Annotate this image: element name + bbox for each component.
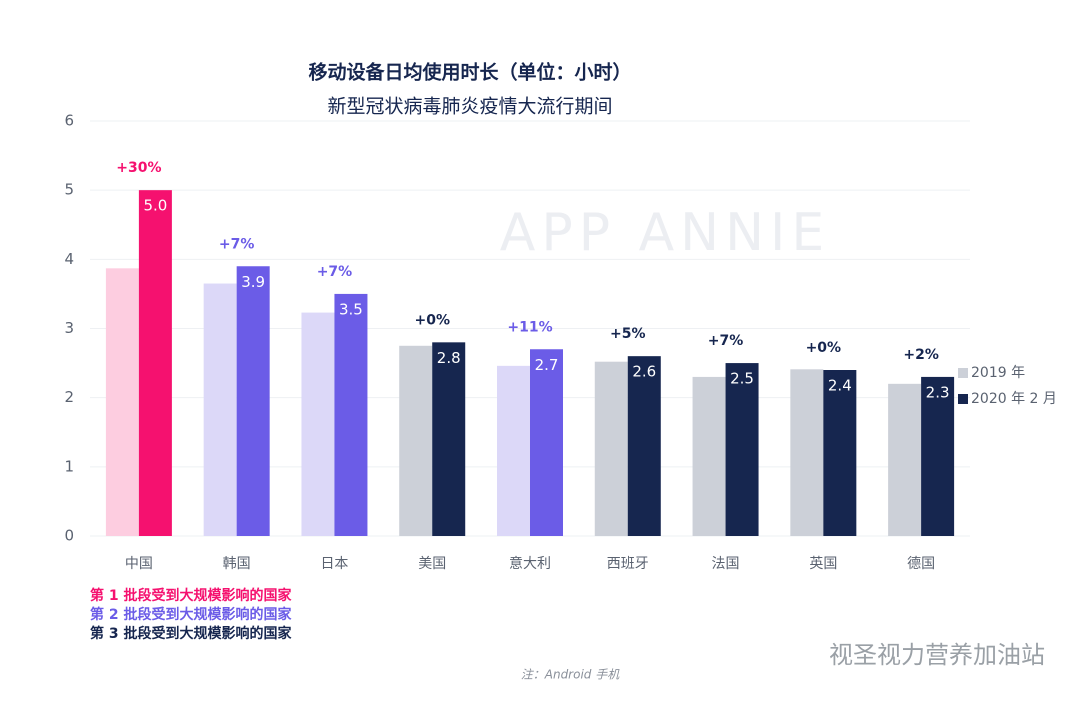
value-label: 2.7 [535,356,559,374]
legend-label: 2019 年 [971,365,1025,381]
chart-title: 移动设备日均使用时长（单位：小时） [308,61,631,84]
x-tick-label: 美国 [418,556,446,572]
bar [627,356,661,536]
change-label: +0% [414,312,450,328]
bar [432,342,466,536]
bar [921,376,955,536]
y-tick-label: 5 [64,181,74,199]
legend-label: 2020 年 2 月 [971,391,1057,407]
change-label: +5% [610,326,646,342]
change-label: +30% [116,160,161,176]
bar [301,312,335,536]
value-label: 2.6 [632,363,656,381]
change-label: +0% [806,340,842,356]
bar [530,349,563,536]
y-tick-label: 6 [64,112,74,130]
change-label: +7% [219,236,255,252]
value-label: 3.5 [339,300,363,318]
bar [334,293,368,536]
legend-swatch [958,368,968,378]
x-tick-label: 德国 [907,556,935,572]
x-tick-label: 意大利 [509,555,551,572]
bar [725,363,759,536]
x-tick-label: 西班牙 [607,556,649,572]
note: 注：Android 手机 [521,668,620,682]
y-tick-label: 2 [64,388,74,406]
watermark: APP ANNIE [500,203,830,263]
x-tick-label: 中国 [125,556,153,572]
x-tick-label: 韩国 [223,556,251,572]
x-tick-label: 英国 [809,555,837,572]
x-tick-label: 法国 [712,556,740,572]
bar [203,283,237,536]
chart-subtitle: 新型冠状病毒肺炎疫情大流行期间 [327,96,612,118]
value-label: 2.4 [828,377,852,395]
bar [692,376,726,536]
phase-legend: 第 1 批段受到大规模影响的国家 [90,587,292,604]
value-label: 2.5 [730,370,754,388]
bar [399,345,433,536]
value-label: 3.9 [241,273,265,291]
value-label: 2.8 [437,349,461,367]
bar [138,190,172,536]
bar [236,266,270,536]
source-watermark: 视圣视力营养加油站 [829,641,1045,669]
bar [888,383,922,536]
change-label: +7% [317,264,353,280]
y-tick-label: 3 [64,319,74,337]
bar [105,268,139,536]
value-label: 5.0 [143,197,167,215]
change-label: +11% [507,319,552,335]
y-tick-label: 1 [64,457,74,475]
legend-swatch [958,394,968,404]
phase-legend: 第 2 批段受到大规模影响的国家 [90,606,292,623]
bar [790,369,824,536]
phase-legend: 第 3 批段受到大规模影响的国家 [90,625,292,642]
change-label: +2% [903,347,939,363]
value-label: 2.3 [926,383,950,401]
bar [823,370,857,536]
bar [594,361,628,536]
change-label: +7% [708,333,744,349]
x-tick-label: 日本 [320,556,348,572]
y-tick-label: 0 [64,527,74,545]
bar [497,365,530,536]
y-tick-label: 4 [64,250,74,268]
